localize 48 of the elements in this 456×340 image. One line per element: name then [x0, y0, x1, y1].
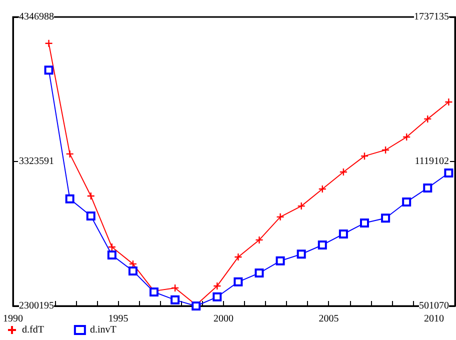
point: [255, 236, 264, 244]
point: [424, 114, 432, 124]
legend-label: d.fdT: [22, 324, 44, 336]
point: [444, 98, 453, 106]
x-tick-label: 1990: [3, 314, 23, 324]
point: [44, 39, 53, 48]
x-tick-label: 2000: [213, 314, 234, 324]
point: [360, 218, 369, 228]
point: [444, 168, 454, 178]
y2-tick-label: 501070: [419, 300, 449, 312]
x-tick-label: 2005: [318, 314, 339, 324]
point: [296, 250, 306, 259]
point: [276, 256, 285, 266]
point: [44, 66, 54, 75]
point: [107, 250, 116, 260]
point: [213, 282, 222, 290]
point: [381, 146, 390, 154]
x-tick-label: 1995: [108, 314, 128, 324]
point: [381, 214, 390, 223]
point: [108, 242, 116, 252]
point: [254, 268, 264, 278]
point: [339, 168, 348, 176]
point: [234, 277, 243, 286]
point: [212, 292, 222, 302]
point: [86, 212, 96, 220]
point: [170, 284, 180, 292]
point: [318, 184, 326, 194]
point: [318, 240, 327, 250]
point: [423, 183, 432, 192]
y-tick-label: 3323591: [19, 156, 54, 167]
point: [276, 212, 284, 222]
point: [170, 295, 180, 304]
point: [402, 197, 412, 206]
point: [297, 202, 306, 210]
point: [402, 132, 411, 142]
point: [128, 266, 138, 276]
y2-tick-label: 1737135: [414, 12, 449, 22]
y-tick-label: 2300195: [19, 300, 54, 312]
y2-tick-label: 1119102: [414, 156, 449, 167]
point: [234, 252, 242, 262]
y-tick-label: 4346988: [19, 12, 54, 22]
point: [360, 152, 369, 160]
point: [338, 230, 348, 239]
x-tick-label: 2010: [424, 314, 444, 324]
legend-label: d.invT: [90, 324, 116, 336]
point: [86, 192, 95, 200]
point: [66, 150, 74, 158]
point: [65, 194, 74, 204]
